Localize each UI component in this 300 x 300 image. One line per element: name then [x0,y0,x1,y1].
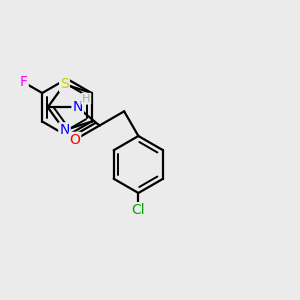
Text: F: F [20,75,28,89]
Text: N: N [59,123,70,137]
Text: N: N [73,100,83,114]
Text: O: O [69,133,80,147]
Text: S: S [60,77,69,91]
Text: Cl: Cl [132,203,145,217]
Text: H: H [82,94,90,104]
